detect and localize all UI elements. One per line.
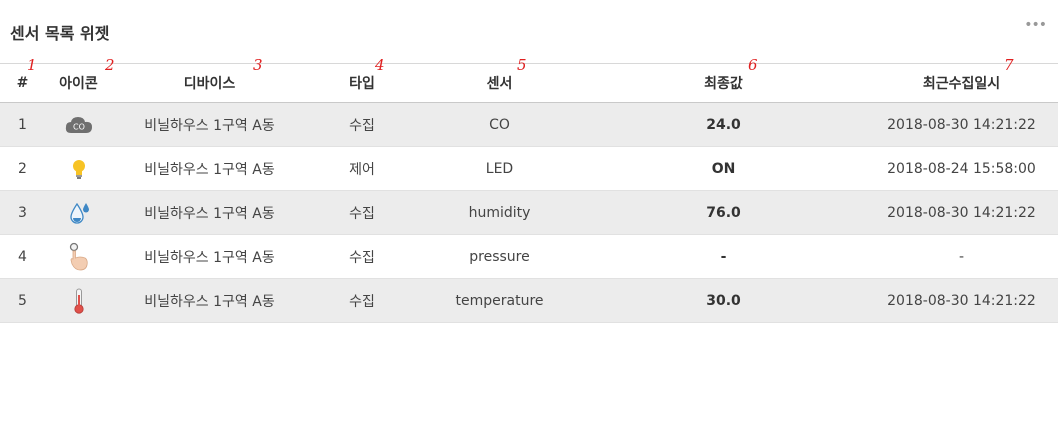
row-last-collected: 2018-08-30 14:21:22 <box>865 278 1058 323</box>
row-type: 수집 <box>307 190 417 235</box>
row-last-value: - <box>582 234 865 279</box>
row-type: 수집 <box>307 102 417 147</box>
annotation-marker: 7 <box>1004 56 1014 74</box>
sensor-table: # 1 아이콘 2 디바이스 3 타입 4 센서 5 최종값 6 <box>0 56 1058 323</box>
row-type: 제어 <box>307 146 417 191</box>
row-sensor: pressure <box>417 234 582 279</box>
thermometer-icon <box>73 288 84 314</box>
annotation-marker: 1 <box>27 56 37 74</box>
row-icon <box>45 278 112 323</box>
bulb-icon <box>72 159 85 179</box>
column-header-sensor[interactable]: 센서 5 <box>417 56 582 103</box>
row-sensor: CO <box>417 102 582 147</box>
column-header-last-value[interactable]: 최종값 6 <box>582 56 865 103</box>
row-icon: CO <box>45 102 112 147</box>
co-cloud-icon: CO <box>65 116 92 133</box>
annotation-marker: 4 <box>375 56 385 74</box>
svg-text:CO: CO <box>73 122 85 131</box>
row-last-value: 24.0 <box>582 102 865 147</box>
row-device: 비닐하우스 1구역 A동 <box>112 146 307 191</box>
column-header-icon[interactable]: 아이콘 2 <box>45 56 115 103</box>
row-last-collected: - <box>865 234 1058 279</box>
row-last-value: ON <box>582 146 865 191</box>
row-last-value: 30.0 <box>582 278 865 323</box>
row-device: 비닐하우스 1구역 A동 <box>112 234 307 279</box>
row-number: 5 <box>0 278 45 323</box>
widget-header: 센서 목록 위젯 ••• <box>0 0 1058 64</box>
row-number: 4 <box>0 234 45 279</box>
row-last-value: 76.0 <box>582 190 865 235</box>
row-sensor: temperature <box>417 278 582 323</box>
row-icon <box>45 146 112 191</box>
annotation-marker: 2 <box>105 56 115 74</box>
row-last-collected: 2018-08-30 14:21:22 <box>865 102 1058 147</box>
column-header-last-collected[interactable]: 최근수집일시 7 <box>865 56 1058 103</box>
row-sensor: LED <box>417 146 582 191</box>
row-last-collected: 2018-08-24 15:58:00 <box>865 146 1058 191</box>
row-sensor: humidity <box>417 190 582 235</box>
table-header-row: # 1 아이콘 2 디바이스 3 타입 4 센서 5 최종값 6 <box>0 56 1058 103</box>
annotation-marker: 5 <box>517 56 527 74</box>
finger-press-icon <box>69 242 88 270</box>
water-drop-icon <box>69 202 89 224</box>
column-header-number[interactable]: # 1 <box>0 56 45 103</box>
row-device: 비닐하우스 1구역 A동 <box>112 102 307 147</box>
row-type: 수집 <box>307 278 417 323</box>
row-number: 3 <box>0 190 45 235</box>
row-device: 비닐하우스 1구역 A동 <box>112 190 307 235</box>
row-type: 수집 <box>307 234 417 279</box>
table-row[interactable]: 4 비닐하우스 1구역 A동 수집 pressure - - <box>0 234 1058 279</box>
table-row[interactable]: 3 비닐하우스 1구역 A동 수집 humidity 76.0 2018-08-… <box>0 190 1058 235</box>
row-number: 1 <box>0 102 45 147</box>
row-icon <box>45 234 112 279</box>
table-row[interactable]: 1 CO 비닐하우스 1구역 A동 수집 CO 24.0 2018-08-30 … <box>0 102 1058 147</box>
row-last-collected: 2018-08-30 14:21:22 <box>865 190 1058 235</box>
annotation-marker: 6 <box>748 56 758 74</box>
table-row[interactable]: 2 비닐하우스 1구역 A동 제어 LED ON 2018-08-24 15:5… <box>0 146 1058 191</box>
row-number: 2 <box>0 146 45 191</box>
table-row[interactable]: 5 비닐하우스 1구역 A동 수집 temperature 30.0 2018-… <box>0 278 1058 323</box>
more-options-button[interactable]: ••• <box>1024 17 1047 33</box>
column-header-type[interactable]: 타입 4 <box>307 56 417 103</box>
row-icon <box>45 190 112 235</box>
column-header-device[interactable]: 디바이스 3 <box>112 56 307 103</box>
widget-title: 센서 목록 위젯 <box>10 24 110 43</box>
row-device: 비닐하우스 1구역 A동 <box>112 278 307 323</box>
annotation-marker: 3 <box>253 56 263 74</box>
